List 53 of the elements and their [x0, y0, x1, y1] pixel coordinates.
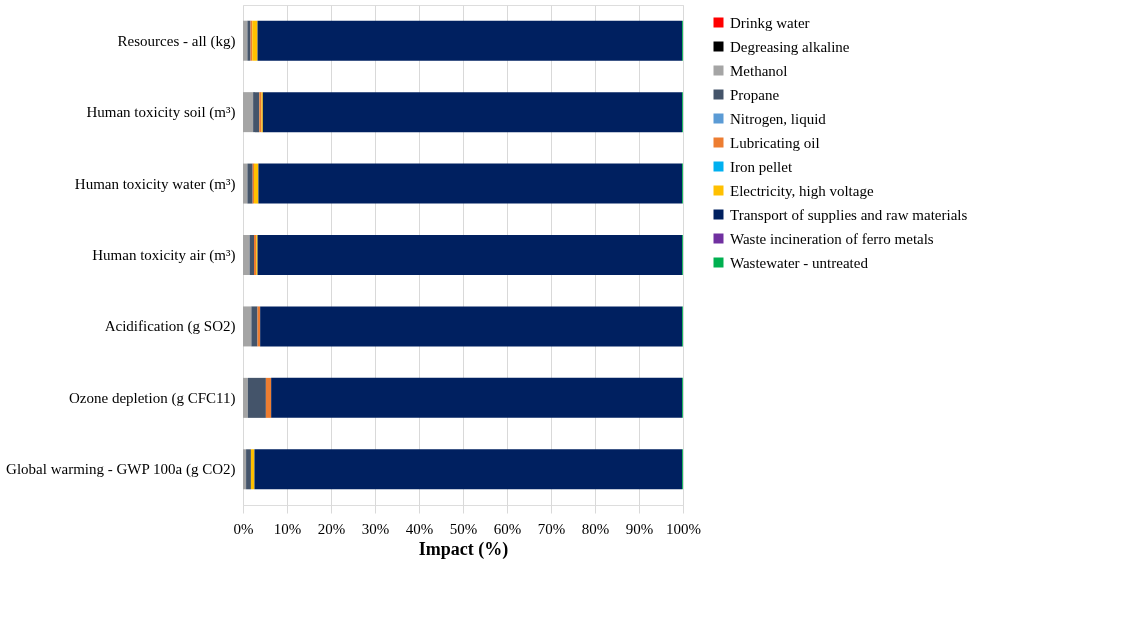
bar	[254, 449, 683, 490]
bar	[260, 306, 683, 347]
bar	[265, 377, 272, 418]
legend-label: Degreasing alkaline	[730, 38, 850, 55]
legend-label: Transport of supplies and raw materials	[730, 206, 968, 223]
bar	[251, 306, 258, 347]
x-tick-label: 90%	[625, 520, 654, 537]
legend-label: Methanol	[730, 62, 788, 79]
y-tick-label: Resources - all (kg)	[117, 32, 236, 50]
y-tick-label: Human toxicity soil (m³)	[86, 104, 236, 122]
bar	[271, 377, 683, 418]
x-tick-label: 100%	[666, 520, 701, 537]
legend-label: Electricity, high voltage	[730, 182, 874, 199]
legend-label: Propane	[730, 86, 780, 103]
bar	[253, 92, 260, 133]
bar	[257, 20, 683, 61]
bar	[262, 92, 683, 133]
x-tick-label: 40%	[405, 520, 434, 537]
legend-label: Wastewater - untreated	[730, 254, 869, 271]
x-tick-label: 80%	[581, 520, 610, 537]
bar	[243, 306, 252, 347]
bar	[249, 235, 254, 275]
bar	[258, 163, 683, 204]
legend-label: Iron pellet	[730, 158, 793, 175]
y-tick-label: Acidification (g SO2)	[104, 318, 236, 336]
legend-label: Waste incineration of ferro metals	[730, 230, 934, 247]
bar	[252, 20, 258, 61]
legend-label: Lubricating oil	[730, 134, 820, 151]
y-tick-label: Human toxicity air (m³)	[92, 247, 236, 264]
bar	[243, 20, 248, 61]
bar	[246, 449, 251, 490]
x-tick-label: 10%	[273, 520, 302, 537]
bar	[243, 92, 254, 133]
bar	[243, 449, 247, 490]
bar	[243, 163, 248, 204]
y-tick-label: Human toxicity water (m³)	[74, 175, 236, 193]
x-tick-label: 30%	[361, 520, 390, 537]
x-tick-label: 0%	[233, 520, 254, 537]
bar	[247, 377, 266, 418]
bar	[257, 235, 683, 275]
y-tick-label: Ozone depletion (g CFC11)	[68, 389, 236, 407]
bar	[247, 163, 253, 204]
legend-label: Drinkg water	[730, 14, 810, 31]
bar	[243, 377, 248, 418]
x-tick-label: 50%	[449, 520, 478, 537]
x-axis-title: Impact (%)	[418, 538, 509, 560]
x-tick-label: 20%	[317, 520, 346, 537]
bar	[243, 235, 250, 275]
x-tick-label: 70%	[537, 520, 566, 537]
y-tick-label: Global warming - GWP 100a (g CO2)	[6, 461, 236, 479]
x-tick-label: 60%	[493, 520, 522, 537]
legend-label: Nitrogen, liquid	[730, 110, 827, 127]
bar	[254, 163, 259, 204]
